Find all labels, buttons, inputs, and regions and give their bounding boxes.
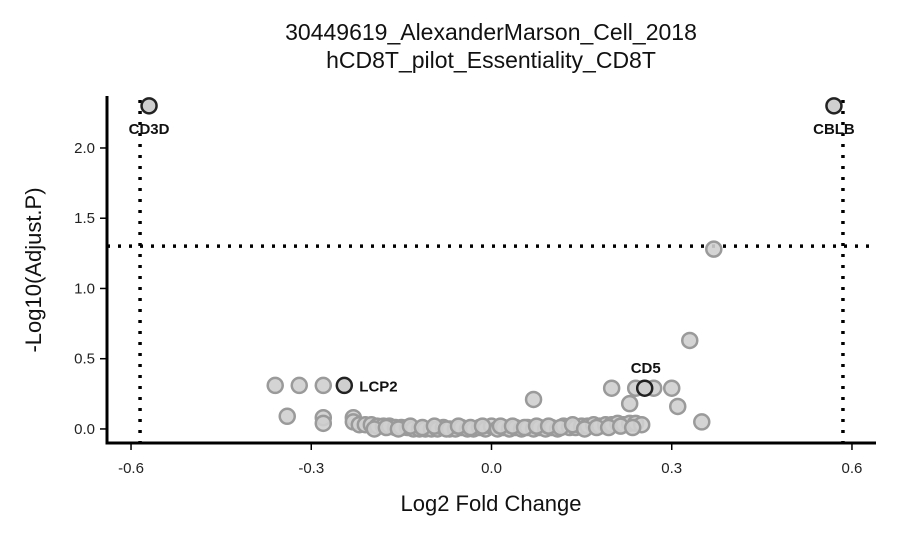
plot-area: -0.6 -0.3 0.0 0.3 0.6 0.0 0.5 1.0 1.5 2.0 CD3D CBLB…	[74, 96, 876, 477]
data-point	[705, 240, 723, 258]
y-axis-title: -Log10(Adjust.P)	[21, 187, 46, 352]
data-point	[681, 331, 699, 350]
chart-title: 30449619_AlexanderMarson_Cell_2018	[285, 19, 697, 45]
data-point	[623, 418, 642, 437]
data-point	[693, 413, 711, 431]
x-tick-label: 0.6	[842, 460, 863, 477]
data-point	[620, 394, 639, 413]
data-point	[662, 379, 681, 397]
y-tick-label: 1.0	[74, 280, 95, 297]
data-point	[314, 376, 333, 395]
data-point	[314, 414, 333, 433]
x-tick-label: -0.6	[118, 460, 144, 477]
gene-label: CD5	[631, 360, 661, 377]
y-tick-label: 1.5	[74, 210, 95, 227]
highlighted-point	[825, 97, 843, 115]
x-axis-title: Log2 Fold Change	[400, 491, 581, 516]
data-point	[524, 390, 543, 409]
data-point	[602, 379, 621, 397]
chart-subtitle: hCD8T_pilot_Essentiality_CD8T	[326, 47, 656, 73]
data-point	[278, 407, 296, 426]
x-tick-label: 0.3	[661, 460, 682, 477]
x-tick-label: -0.3	[298, 460, 324, 477]
x-tick-label: 0.0	[481, 460, 502, 477]
gene-label: CD3D	[129, 121, 170, 138]
highlighted-point	[140, 97, 158, 115]
data-point	[266, 376, 284, 395]
data-point	[473, 417, 492, 435]
y-tick-label: 0.5	[74, 351, 95, 368]
highlighted-point	[635, 379, 654, 397]
y-tick-label: 2.0	[74, 140, 95, 157]
gene-label: LCP2	[359, 378, 397, 395]
gene-label: CBLB	[813, 121, 855, 138]
highlighted-point	[335, 376, 354, 395]
y-tick-label: 0.0	[74, 421, 95, 438]
data-point	[290, 376, 308, 395]
data-point	[668, 397, 687, 416]
